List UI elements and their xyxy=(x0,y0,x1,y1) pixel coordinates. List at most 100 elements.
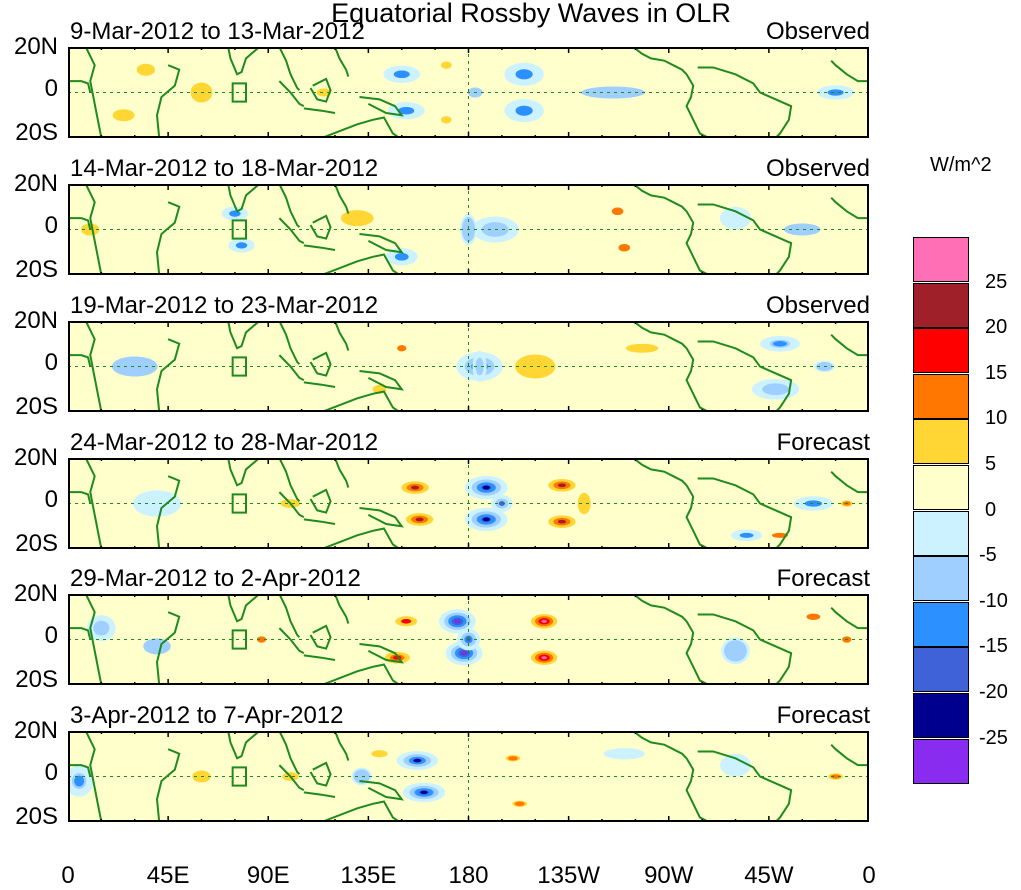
contour-svg xyxy=(68,47,869,138)
coastline xyxy=(359,507,404,528)
coastline xyxy=(68,217,92,230)
panel-kind: Observed xyxy=(765,292,870,319)
contour-blob xyxy=(440,61,452,69)
coastline xyxy=(155,201,181,275)
contour-svg xyxy=(68,458,869,549)
map-panel: 3-Apr-2012 to 7-Apr-2012 Forecast 20N 0 20S xyxy=(0,702,900,846)
contour-blob xyxy=(340,210,374,227)
colorbar-swatch xyxy=(913,556,969,602)
coastline xyxy=(278,184,301,228)
contour-map xyxy=(68,321,869,412)
coastline xyxy=(303,791,336,798)
colorbar-level-label: 0 xyxy=(985,498,997,521)
coastline xyxy=(359,233,404,254)
lon-tick-label: 135W xyxy=(537,862,600,889)
contour-blob xyxy=(498,501,505,506)
panel-date-range: 9-Mar-2012 to 13-Mar-2012 xyxy=(70,18,365,45)
contour-blob xyxy=(515,354,556,379)
coastline xyxy=(227,184,260,213)
coastline xyxy=(334,458,350,488)
coastline xyxy=(321,390,401,412)
contour-blob xyxy=(515,105,533,116)
coastline xyxy=(685,484,710,549)
coastline xyxy=(278,47,301,91)
lon-tick-label: 45W xyxy=(744,862,794,889)
lat-tick-label: 20N xyxy=(13,580,58,607)
coastline xyxy=(685,620,710,685)
coastline xyxy=(84,184,103,275)
contour-blob xyxy=(773,341,787,347)
contour-blob xyxy=(541,619,547,623)
lat-tick-label: 20S xyxy=(15,256,58,283)
coastline xyxy=(632,47,688,75)
coastline xyxy=(697,477,793,549)
coastline xyxy=(155,338,181,412)
coastline xyxy=(84,594,103,685)
lat-tick-label: 20N xyxy=(13,717,58,744)
contour-svg xyxy=(68,731,869,822)
coastline xyxy=(278,731,301,775)
lon-tick-label: 135E xyxy=(340,862,397,889)
coastline xyxy=(830,743,869,767)
coastline xyxy=(227,47,260,76)
coastline xyxy=(632,184,688,212)
coastline xyxy=(334,321,350,351)
map-panel: 14-Mar-2012 to 18-Mar-2012 Observed 20N 0 20… xyxy=(0,155,900,299)
coastline xyxy=(278,764,305,792)
lat-tick-label: 0 xyxy=(44,622,58,649)
colorbar-swatch xyxy=(913,693,969,738)
panel-kind: Forecast xyxy=(776,702,870,729)
coastline xyxy=(334,731,350,761)
colorbar-swatch xyxy=(913,465,969,510)
contour-blob xyxy=(827,89,844,96)
contour-blob xyxy=(397,345,407,352)
contour-blob xyxy=(514,801,525,806)
lat-tick-label: 0 xyxy=(44,759,58,786)
coastline xyxy=(321,800,401,822)
colorbar-swatch xyxy=(913,738,969,784)
contour-blob xyxy=(413,758,422,763)
lat-tick-label: 20N xyxy=(13,307,58,334)
lat-tick-label: 20N xyxy=(13,170,58,197)
contour-svg xyxy=(68,184,869,275)
contour-svg xyxy=(68,321,869,412)
coastline xyxy=(830,606,869,630)
coastline xyxy=(830,333,869,357)
coastline xyxy=(303,654,336,661)
coastline xyxy=(278,491,305,519)
coastline xyxy=(303,244,336,251)
contour-blob xyxy=(235,242,248,249)
coastline xyxy=(227,458,260,487)
coastline xyxy=(697,66,793,138)
coastline xyxy=(84,458,103,549)
lat-tick-label: 0 xyxy=(44,486,58,513)
lon-tick-label: 0 xyxy=(862,862,876,889)
contour-blob xyxy=(74,775,85,787)
coastline xyxy=(359,780,404,801)
contour-map xyxy=(68,184,869,275)
contour-blob xyxy=(136,63,155,76)
coastline xyxy=(155,748,181,822)
contour-blob xyxy=(541,656,547,660)
contour-blob xyxy=(111,356,158,377)
coastline xyxy=(278,627,305,655)
contour-blob xyxy=(112,109,135,122)
map-panel: 29-Mar-2012 to 2-Apr-2012 Forecast 20N 0 20S xyxy=(0,565,900,709)
contour-blob xyxy=(724,640,747,662)
contour-blob xyxy=(762,383,789,396)
colorbar-units: W/m^2 xyxy=(930,154,992,176)
contour-blob xyxy=(806,613,821,620)
coastline xyxy=(359,643,404,664)
contour-blob xyxy=(440,116,452,124)
coastline xyxy=(303,518,336,525)
contour-svg xyxy=(68,594,869,685)
contour-blob xyxy=(784,223,821,236)
contour-blob xyxy=(482,485,490,490)
colorbar-swatch xyxy=(913,237,969,282)
contour-blob xyxy=(577,492,591,515)
coastline xyxy=(632,321,688,349)
contour-blob xyxy=(804,500,822,507)
colorbar-level-label: 15 xyxy=(985,361,1008,384)
contour-blob xyxy=(618,243,630,252)
map-panel: 24-Mar-2012 to 28-Mar-2012 Forecast 20N 0 20… xyxy=(0,429,900,573)
